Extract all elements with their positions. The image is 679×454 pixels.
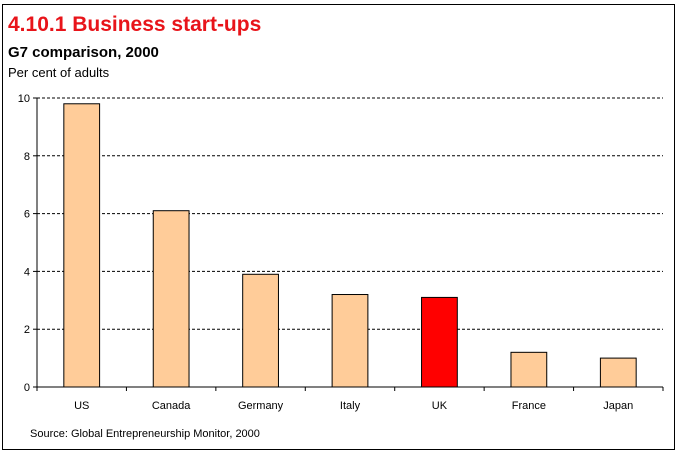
x-tick-label: UK — [432, 400, 448, 412]
chart-subtitle: G7 comparison, 2000 — [8, 44, 159, 61]
y-tick-label: 4 — [24, 266, 30, 278]
y-tick-label: 8 — [24, 151, 30, 163]
y-axis-label: Per cent of adults — [8, 65, 110, 80]
bar-france — [510, 351, 548, 388]
bar-uk — [421, 296, 458, 388]
x-tick-label: Canada — [152, 400, 191, 412]
bar-germany — [242, 273, 279, 388]
chart-title: 4.10.1 Business start-ups — [8, 13, 262, 36]
x-tick-label: US — [74, 400, 89, 412]
y-tick-label: 10 — [18, 93, 30, 105]
source-note: Source: Global Entrepreneurship Monitor,… — [30, 428, 260, 440]
y-tick-label: 2 — [24, 324, 30, 336]
x-tick-label: France — [512, 400, 546, 412]
bar-japan — [599, 357, 637, 388]
y-tick-label: 6 — [24, 209, 30, 221]
bar-italy — [331, 294, 369, 388]
x-tick-label: Germany — [238, 400, 284, 412]
bar-us — [63, 103, 101, 388]
y-tick-label: 0 — [24, 382, 30, 394]
x-tick-label: Japan — [603, 400, 633, 412]
x-tick-label: Italy — [340, 400, 361, 412]
bar-canada — [152, 210, 190, 388]
